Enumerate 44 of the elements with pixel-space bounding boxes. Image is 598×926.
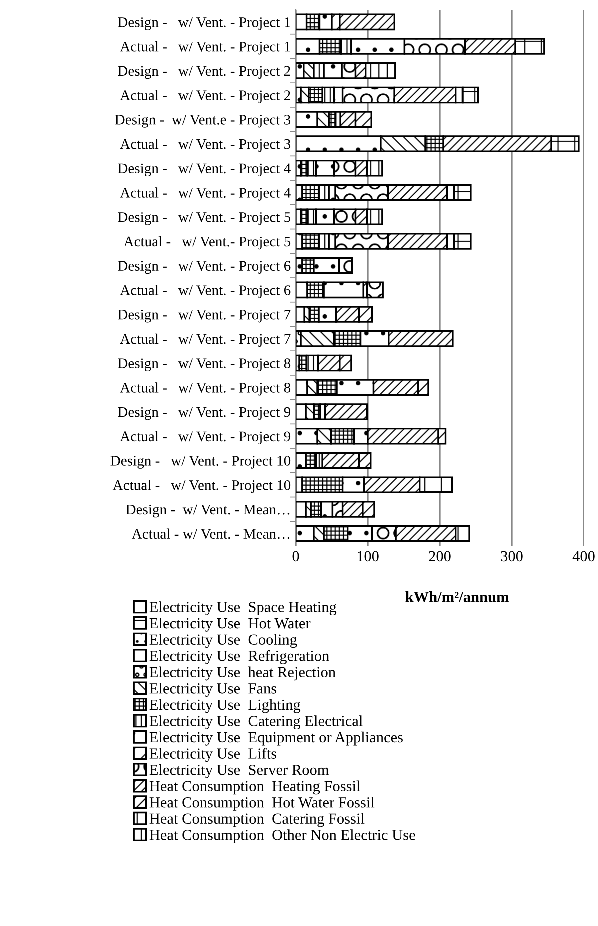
y-tick-label: Design - w/ Vent. - Mean… xyxy=(126,504,290,518)
legend-label: Electricity Use Hot Water xyxy=(150,618,311,632)
legend-label: Electricity Use Lifts xyxy=(150,748,277,762)
legend-label: Heat Consumption Catering Fossil xyxy=(150,813,365,828)
y-tick-label: Design - w/ Vent. - Project 8 xyxy=(118,358,291,372)
y-tick-label: Actual - w/ Vent. - Project 1 xyxy=(120,41,290,55)
y-tick-label: Design - w/ Vent. - Project 2 xyxy=(118,66,290,80)
legend-label: Electricity Use Lighting xyxy=(150,699,301,714)
y-tick-label: Design - w/ Vent. - Project 6 xyxy=(118,261,291,274)
y-tick-label: Design - w/ Vent. - Project 7 xyxy=(118,310,291,323)
y-tick-label: Design - w/ Vent.e - Project 3 xyxy=(115,115,291,128)
legend-label: Electricity Use Catering Electrical xyxy=(150,716,363,730)
legend-label: Heat Consumption Heating Fossil xyxy=(150,780,360,795)
y-tick-label: Actual - w/ Vent. - Project 9 xyxy=(120,431,291,445)
x-tick-label: 100 xyxy=(358,551,379,562)
y-tick-label: Actual - w/ Vent. - Project 8 xyxy=(120,382,291,396)
y-tick-label: Actual - w/ Vent. - Project 6 xyxy=(120,285,291,298)
legend-label: Electricity Use Space Heating xyxy=(150,602,337,616)
legend-label: Electricity Use heat Rejection xyxy=(150,666,336,681)
y-tick-label: Actual - w/ Vent. - Project 2 xyxy=(120,90,290,104)
x-axis-title: kWh/m²/annum xyxy=(406,592,509,602)
y-tick-label: Design - w/ Vent. - Project 1 xyxy=(118,18,290,30)
legend-label: Electricity Use Server Room xyxy=(150,764,330,778)
bar xyxy=(366,282,384,299)
y-tick-label: Design - w/ Vent. - Project 9 xyxy=(118,407,291,420)
legend-label: Electricity Use Fans xyxy=(150,683,277,697)
x-tick-label: 0 xyxy=(292,551,300,562)
y-tick-label: Design - w/ Vent. - Project 4 xyxy=(118,164,291,177)
legend-label: Heat Consumption Hot Water Fossil xyxy=(150,797,375,811)
x-tick-label: 300 xyxy=(501,551,523,562)
legend-label: Heat Consumption Other Non Electric Use xyxy=(150,830,416,844)
y-tick-label: Actual - w/ Vent. - Project 3 xyxy=(120,138,291,152)
x-tick-label: 200 xyxy=(429,551,451,562)
x-tick-label: 400 xyxy=(572,551,595,562)
legend-label: Electricity Use Equipment or Appliances xyxy=(150,732,403,746)
legend-label: Electricity Use Refrigeration xyxy=(150,650,330,664)
legend-label: Electricity Use Cooling xyxy=(150,634,298,648)
y-tick-label: Design - w/ Vent. - Project 10 xyxy=(110,456,291,469)
y-tick-label: Actual - w/ Vent. - Mean… xyxy=(132,528,290,540)
y-tick-label: Actual - w/ Vent.- Project 5 xyxy=(124,236,291,250)
y-tick-label: Actual - w/ Vent. - Project 4 xyxy=(120,188,291,201)
y-tick-label: Design - w/ Vent. - Project 5 xyxy=(118,212,291,226)
y-tick-label: Actual - w/ Vent. - Project 7 xyxy=(120,334,291,348)
y-tick-label: Actual - w/ Vent. - Project 10 xyxy=(112,480,291,494)
